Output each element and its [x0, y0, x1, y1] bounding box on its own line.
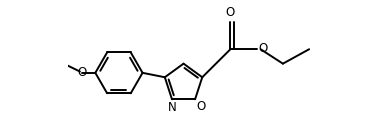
Text: O: O	[226, 6, 235, 19]
Text: O: O	[258, 42, 267, 55]
Text: O: O	[77, 66, 87, 79]
Text: O: O	[196, 100, 206, 113]
Text: N: N	[168, 101, 176, 114]
